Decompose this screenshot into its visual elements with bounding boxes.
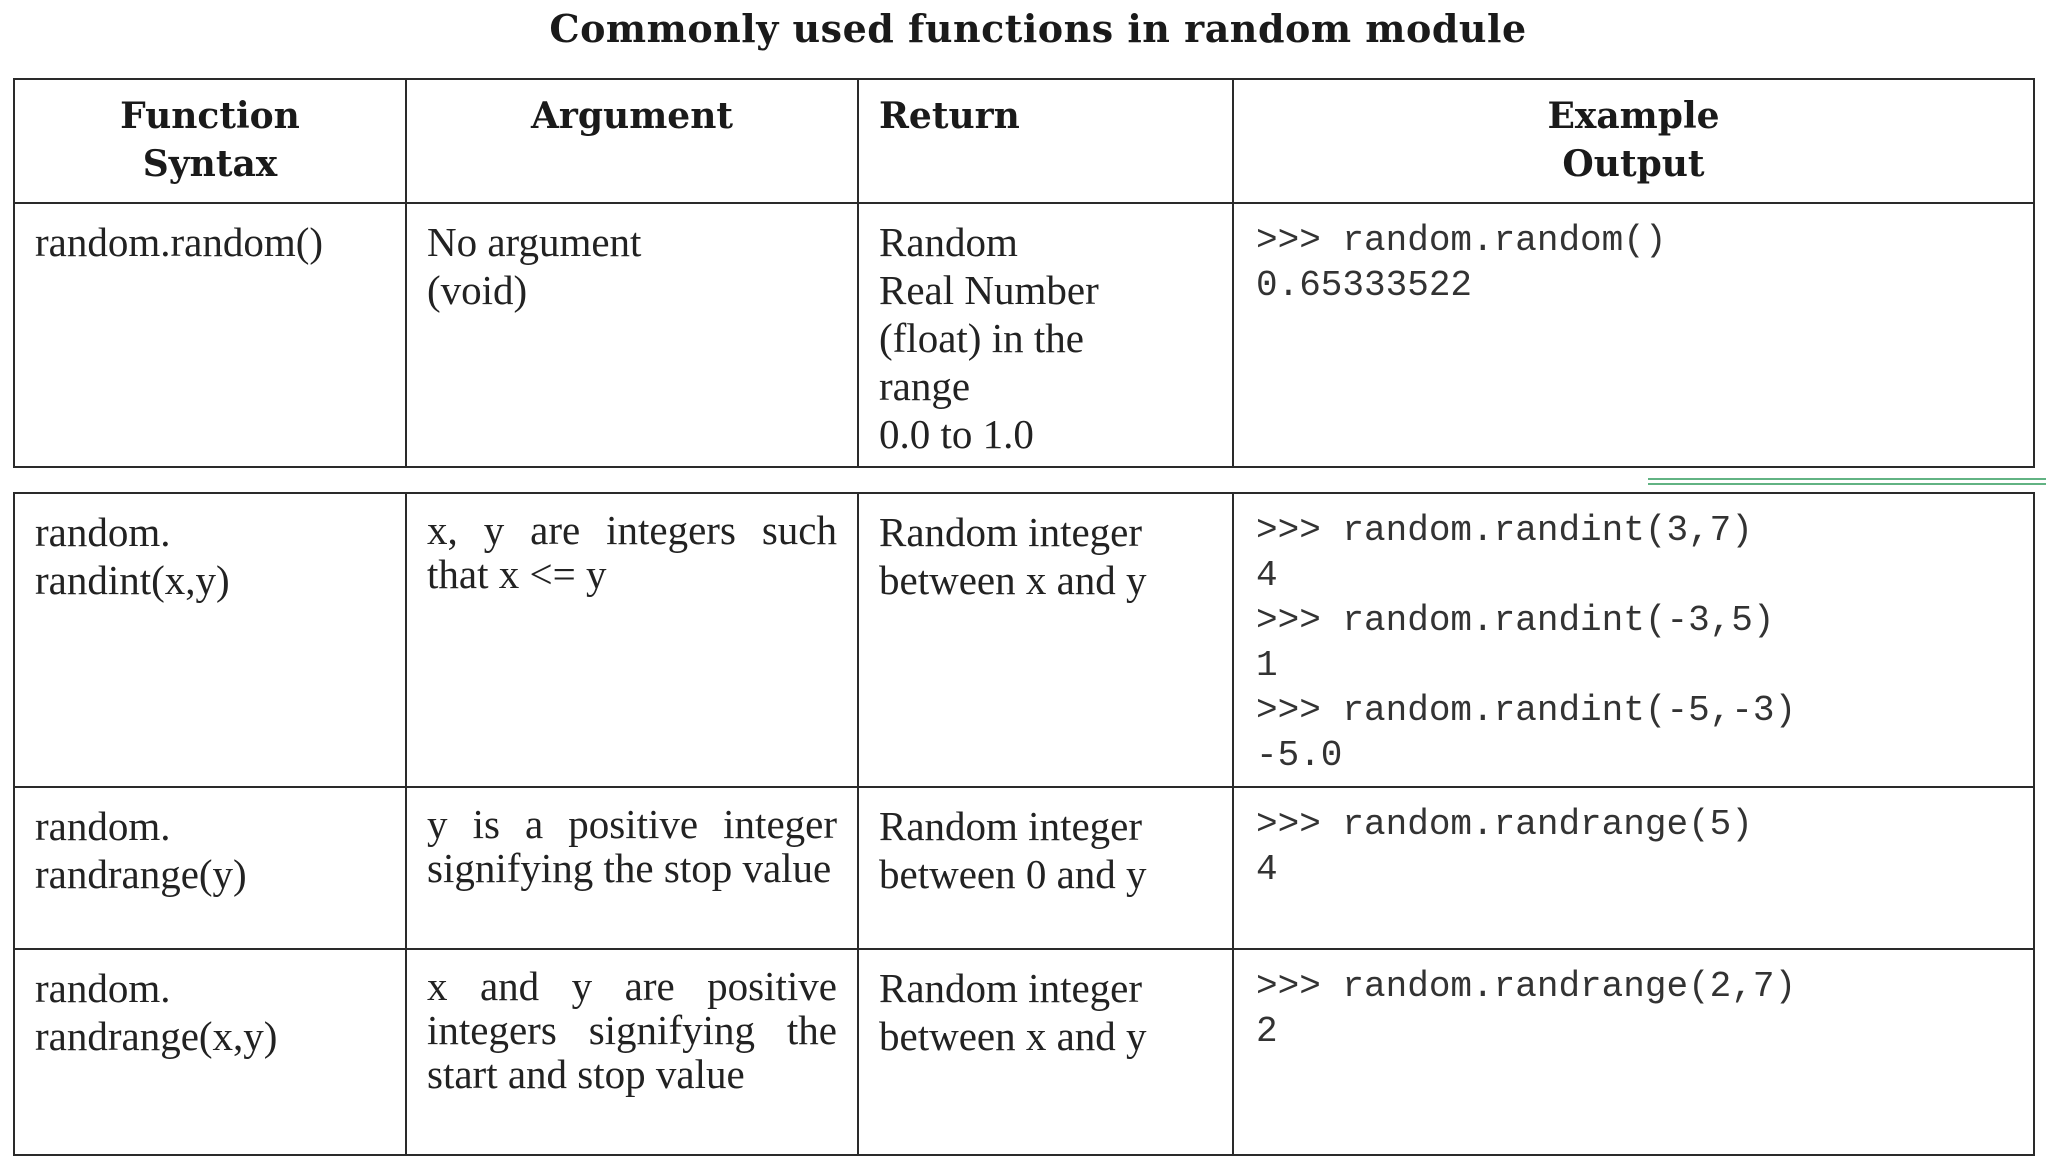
example-cell: >>> random.random() 0.65333522 <box>1232 202 2035 468</box>
table-row: random.random() No argument (void) Rando… <box>13 202 2035 468</box>
functions-table-continued: random. randint(x,y) x, y are integers s… <box>13 492 2035 1156</box>
syntax-cell: random.random() <box>13 202 407 468</box>
syntax-cell: random. randrange(y) <box>13 786 407 950</box>
header-example-output: Example Output <box>1232 78 2035 204</box>
return-cell: Random integer between x and y <box>857 948 1234 1156</box>
example-cell: >>> random.randrange(5) 4 <box>1232 786 2035 950</box>
return-cell: Random integer between 0 and y <box>857 786 1234 950</box>
header-return: Return <box>857 78 1234 204</box>
example-cell: >>> random.randint(3,7) 4 >>> random.ran… <box>1232 492 2035 788</box>
table-header-row: Function Syntax Argument Return Example … <box>13 78 2035 204</box>
page-title: Commonly used functions in random module <box>549 6 1527 51</box>
table-row: random. randrange(y) y is a positive int… <box>13 786 2035 950</box>
argument-cell: x and y are positive integers signifying… <box>405 948 859 1156</box>
syntax-cell: random. randint(x,y) <box>13 492 407 788</box>
header-argument: Argument <box>405 78 859 204</box>
header-function-syntax: Function Syntax <box>13 78 407 204</box>
argument-cell: y is a positive integer signifying the s… <box>405 786 859 950</box>
table-row: random. randrange(x,y) x and y are posit… <box>13 948 2035 1156</box>
argument-cell: x, y are integers such that x <= y <box>405 492 859 788</box>
syntax-cell: random. randrange(x,y) <box>13 948 407 1156</box>
argument-cell: No argument (void) <box>405 202 859 468</box>
example-cell: >>> random.randrange(2,7) 2 <box>1232 948 2035 1156</box>
return-cell: Random integer between x and y <box>857 492 1234 788</box>
functions-table-header-part: Function Syntax Argument Return Example … <box>13 78 2035 468</box>
decorative-rule <box>1648 478 2046 485</box>
table-row: random. randint(x,y) x, y are integers s… <box>13 492 2035 788</box>
return-cell: Random Real Number (float) in the range … <box>857 202 1234 468</box>
